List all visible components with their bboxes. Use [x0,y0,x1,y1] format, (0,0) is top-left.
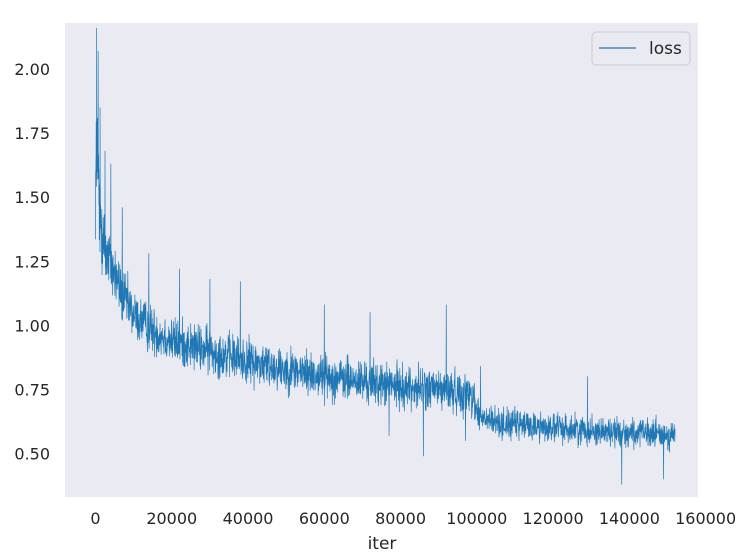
y-tick-label: 2.00 [14,60,50,79]
legend: loss [591,31,691,66]
y-tick-label: 1.25 [14,252,50,271]
y-tick-label: 1.75 [14,124,50,143]
x-tick-label: 40000 [223,509,274,528]
x-axis-label: iter [368,534,397,554]
x-tick-label: 100000 [446,509,507,528]
x-tick-label: 80000 [375,509,426,528]
y-tick-label: 1.50 [14,188,50,207]
y-tick-label: 1.00 [14,316,50,335]
x-tick-label: 60000 [299,509,350,528]
series-line-loss [95,27,676,485]
legend-label-loss: loss [649,39,682,59]
x-tick-label: 140000 [599,509,660,528]
y-tick-label: 0.75 [14,380,50,399]
series-group [95,27,676,485]
x-tick-label: 20000 [146,509,197,528]
x-axis-ticks: 0 20000 40000 60000 80000 100000 120000 140000 1… [90,509,736,528]
y-tick-label: 0.50 [14,444,50,463]
x-tick-label: 0 [90,509,100,528]
x-tick-label: 120000 [523,509,584,528]
x-tick-label: 160000 [675,509,736,528]
plot-background [65,23,698,497]
y-axis-ticks: 0.50 0.75 1.00 1.25 1.50 1.75 2.00 [14,60,50,463]
legend-box [591,31,691,66]
